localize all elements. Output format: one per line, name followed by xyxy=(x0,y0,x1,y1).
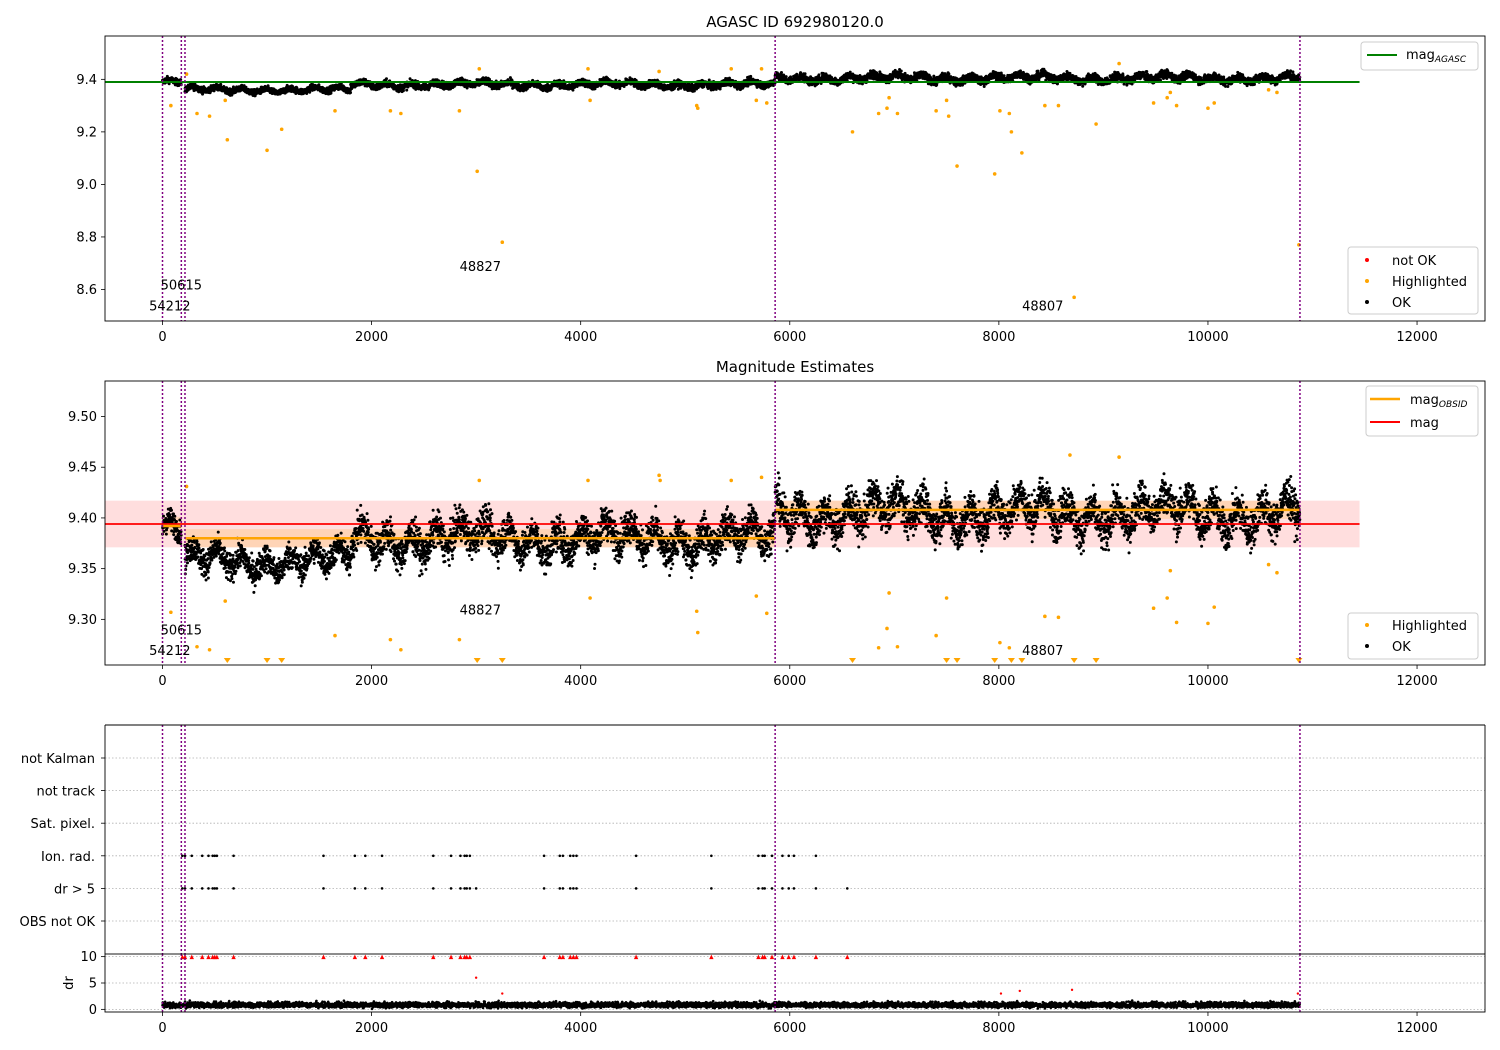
ok-point xyxy=(364,78,368,82)
ok-point xyxy=(803,72,807,76)
ok-point xyxy=(618,87,622,91)
ok-point xyxy=(718,87,722,91)
ok-point xyxy=(384,77,388,81)
ok-point xyxy=(727,76,731,80)
ok-point xyxy=(935,83,939,87)
ok-point xyxy=(219,82,223,86)
panel1-plot xyxy=(105,36,1360,321)
ok-point xyxy=(982,84,986,88)
ok-point xyxy=(821,72,825,76)
ok-point xyxy=(405,88,409,92)
ok-point xyxy=(349,91,353,95)
panel1-title: AGASC ID 692980120.0 xyxy=(706,13,884,31)
ok-point xyxy=(408,77,412,81)
ok-point xyxy=(339,82,343,86)
ok-point xyxy=(817,73,821,77)
ok-point xyxy=(947,72,951,76)
ok-point xyxy=(406,85,410,89)
ok-point xyxy=(167,82,171,86)
ok-point xyxy=(784,75,788,79)
ok-point xyxy=(702,85,706,89)
ok-point xyxy=(571,88,575,92)
ok-point xyxy=(401,89,405,93)
ok-point xyxy=(175,77,179,81)
ok-point xyxy=(707,78,711,82)
ok-point xyxy=(899,69,903,73)
ok-point xyxy=(244,85,248,89)
ok-point xyxy=(779,70,783,74)
